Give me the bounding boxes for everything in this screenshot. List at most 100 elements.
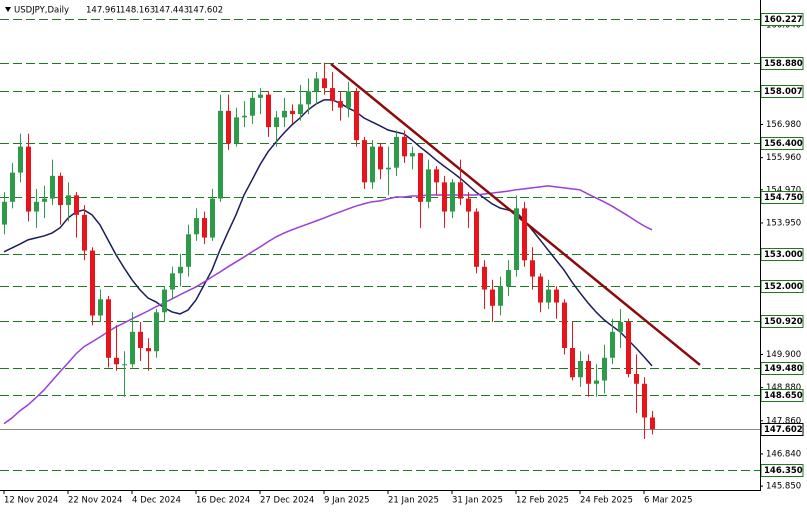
candle-body [106,299,111,358]
candle-body [594,380,599,384]
candle-body [346,91,351,108]
candle-body [354,91,359,141]
candle-body [498,286,503,306]
candle-body [626,322,631,375]
candle-body [618,322,623,332]
level-label: 160.227 [764,15,803,25]
y-tick-label: 154.970 [766,185,801,195]
candle-body [298,104,303,115]
candle-body [10,172,15,202]
candle-body [330,88,335,102]
moving-average [3,185,653,425]
candle-body [306,91,311,105]
candle-body [114,357,119,365]
y-tick-label: 148.880 [766,383,801,393]
candle-body [434,169,439,183]
candle-body [418,153,423,202]
y-tick-label: 145.850 [766,482,801,492]
x-tick-label: 12 Feb 2025 [516,496,569,506]
candle-body [82,214,87,251]
header-close: 147.602 [188,6,223,16]
y-tick-label: 156.980 [766,120,801,130]
candle-body [650,417,655,430]
header-open: 147.961 [86,6,121,16]
candle-body [602,357,607,381]
candle-body [386,167,391,170]
candle-body [362,140,367,183]
level-label: 158.880 [764,59,803,69]
candle-body [466,198,471,212]
x-tick-label: 9 Jan 2025 [324,496,370,506]
header-high: 148.163 [120,6,155,16]
candle-body [522,208,527,261]
candle-body [474,211,479,267]
candle-body [186,234,191,267]
candle-body [266,94,271,128]
x-tick-label: 31 Jan 2025 [452,496,503,506]
candle-body [410,153,415,157]
last-price-label: 147.602 [764,425,803,435]
x-tick-label: 12 Nov 2024 [4,496,58,506]
y-tick-label: 149.900 [766,350,801,360]
candle-body [634,374,639,384]
candle-body [274,117,279,128]
label-layer: 160.227 158.880 158.007 156.400 154.750 153.0… [760,13,804,477]
candle-body [370,146,375,183]
candle-body [482,266,487,290]
candle-body [378,146,383,170]
candle-body [642,383,647,418]
level-label: 153.000 [764,250,803,260]
x-tick-label: 24 Feb 2025 [580,496,633,506]
chart-title: USDJPY,Daily [14,6,69,16]
x-tick-label: 27 Dec 2024 [260,496,314,506]
candle-body [506,270,511,287]
level-label: 149.480 [764,364,803,374]
candle-body [226,110,231,144]
candle-body [178,266,183,274]
candle-body [130,331,135,365]
candle-body [26,146,31,212]
candle-body [218,110,223,199]
candle-body [394,136,399,168]
candle-body [554,289,559,303]
level-label: 154.750 [764,193,803,203]
candle-layer [2,62,655,439]
candle-body [90,250,95,316]
candle-body [2,201,7,225]
menu-arrow[interactable] [5,7,11,12]
candle-body [210,198,215,238]
candle-body [514,208,519,271]
x-tick-label: 6 Mar 2025 [644,496,692,506]
level-label: 146.350 [764,466,803,476]
candle-body [58,175,63,206]
y-tick-label: 155.960 [766,153,801,163]
candle-body [610,331,615,358]
candle-body [194,218,199,235]
candle-body [234,117,239,144]
candle-body [122,364,127,366]
candle-body [250,97,255,116]
candle-body [426,169,431,202]
x-tick-label: 21 Jan 2025 [388,496,439,506]
y-tick-label: 147.860 [766,416,801,426]
candle-body [322,78,327,89]
candle-body [538,276,543,303]
candle-body [18,146,23,173]
candle-body [586,361,591,384]
candle-body [490,289,495,306]
x-tick-label: 16 Dec 2024 [196,496,250,506]
candle-body [66,195,71,206]
candle-body [562,302,567,349]
level-label: 156.400 [764,139,803,149]
level-label: 148.650 [764,391,803,401]
candle-body [146,348,151,352]
level-label: 152.000 [764,282,803,292]
candle-body [74,195,79,215]
candle-body [202,218,207,238]
candle-body [530,260,535,277]
candle-body [162,289,167,313]
candle-body [458,182,463,199]
candle-body [138,331,143,349]
